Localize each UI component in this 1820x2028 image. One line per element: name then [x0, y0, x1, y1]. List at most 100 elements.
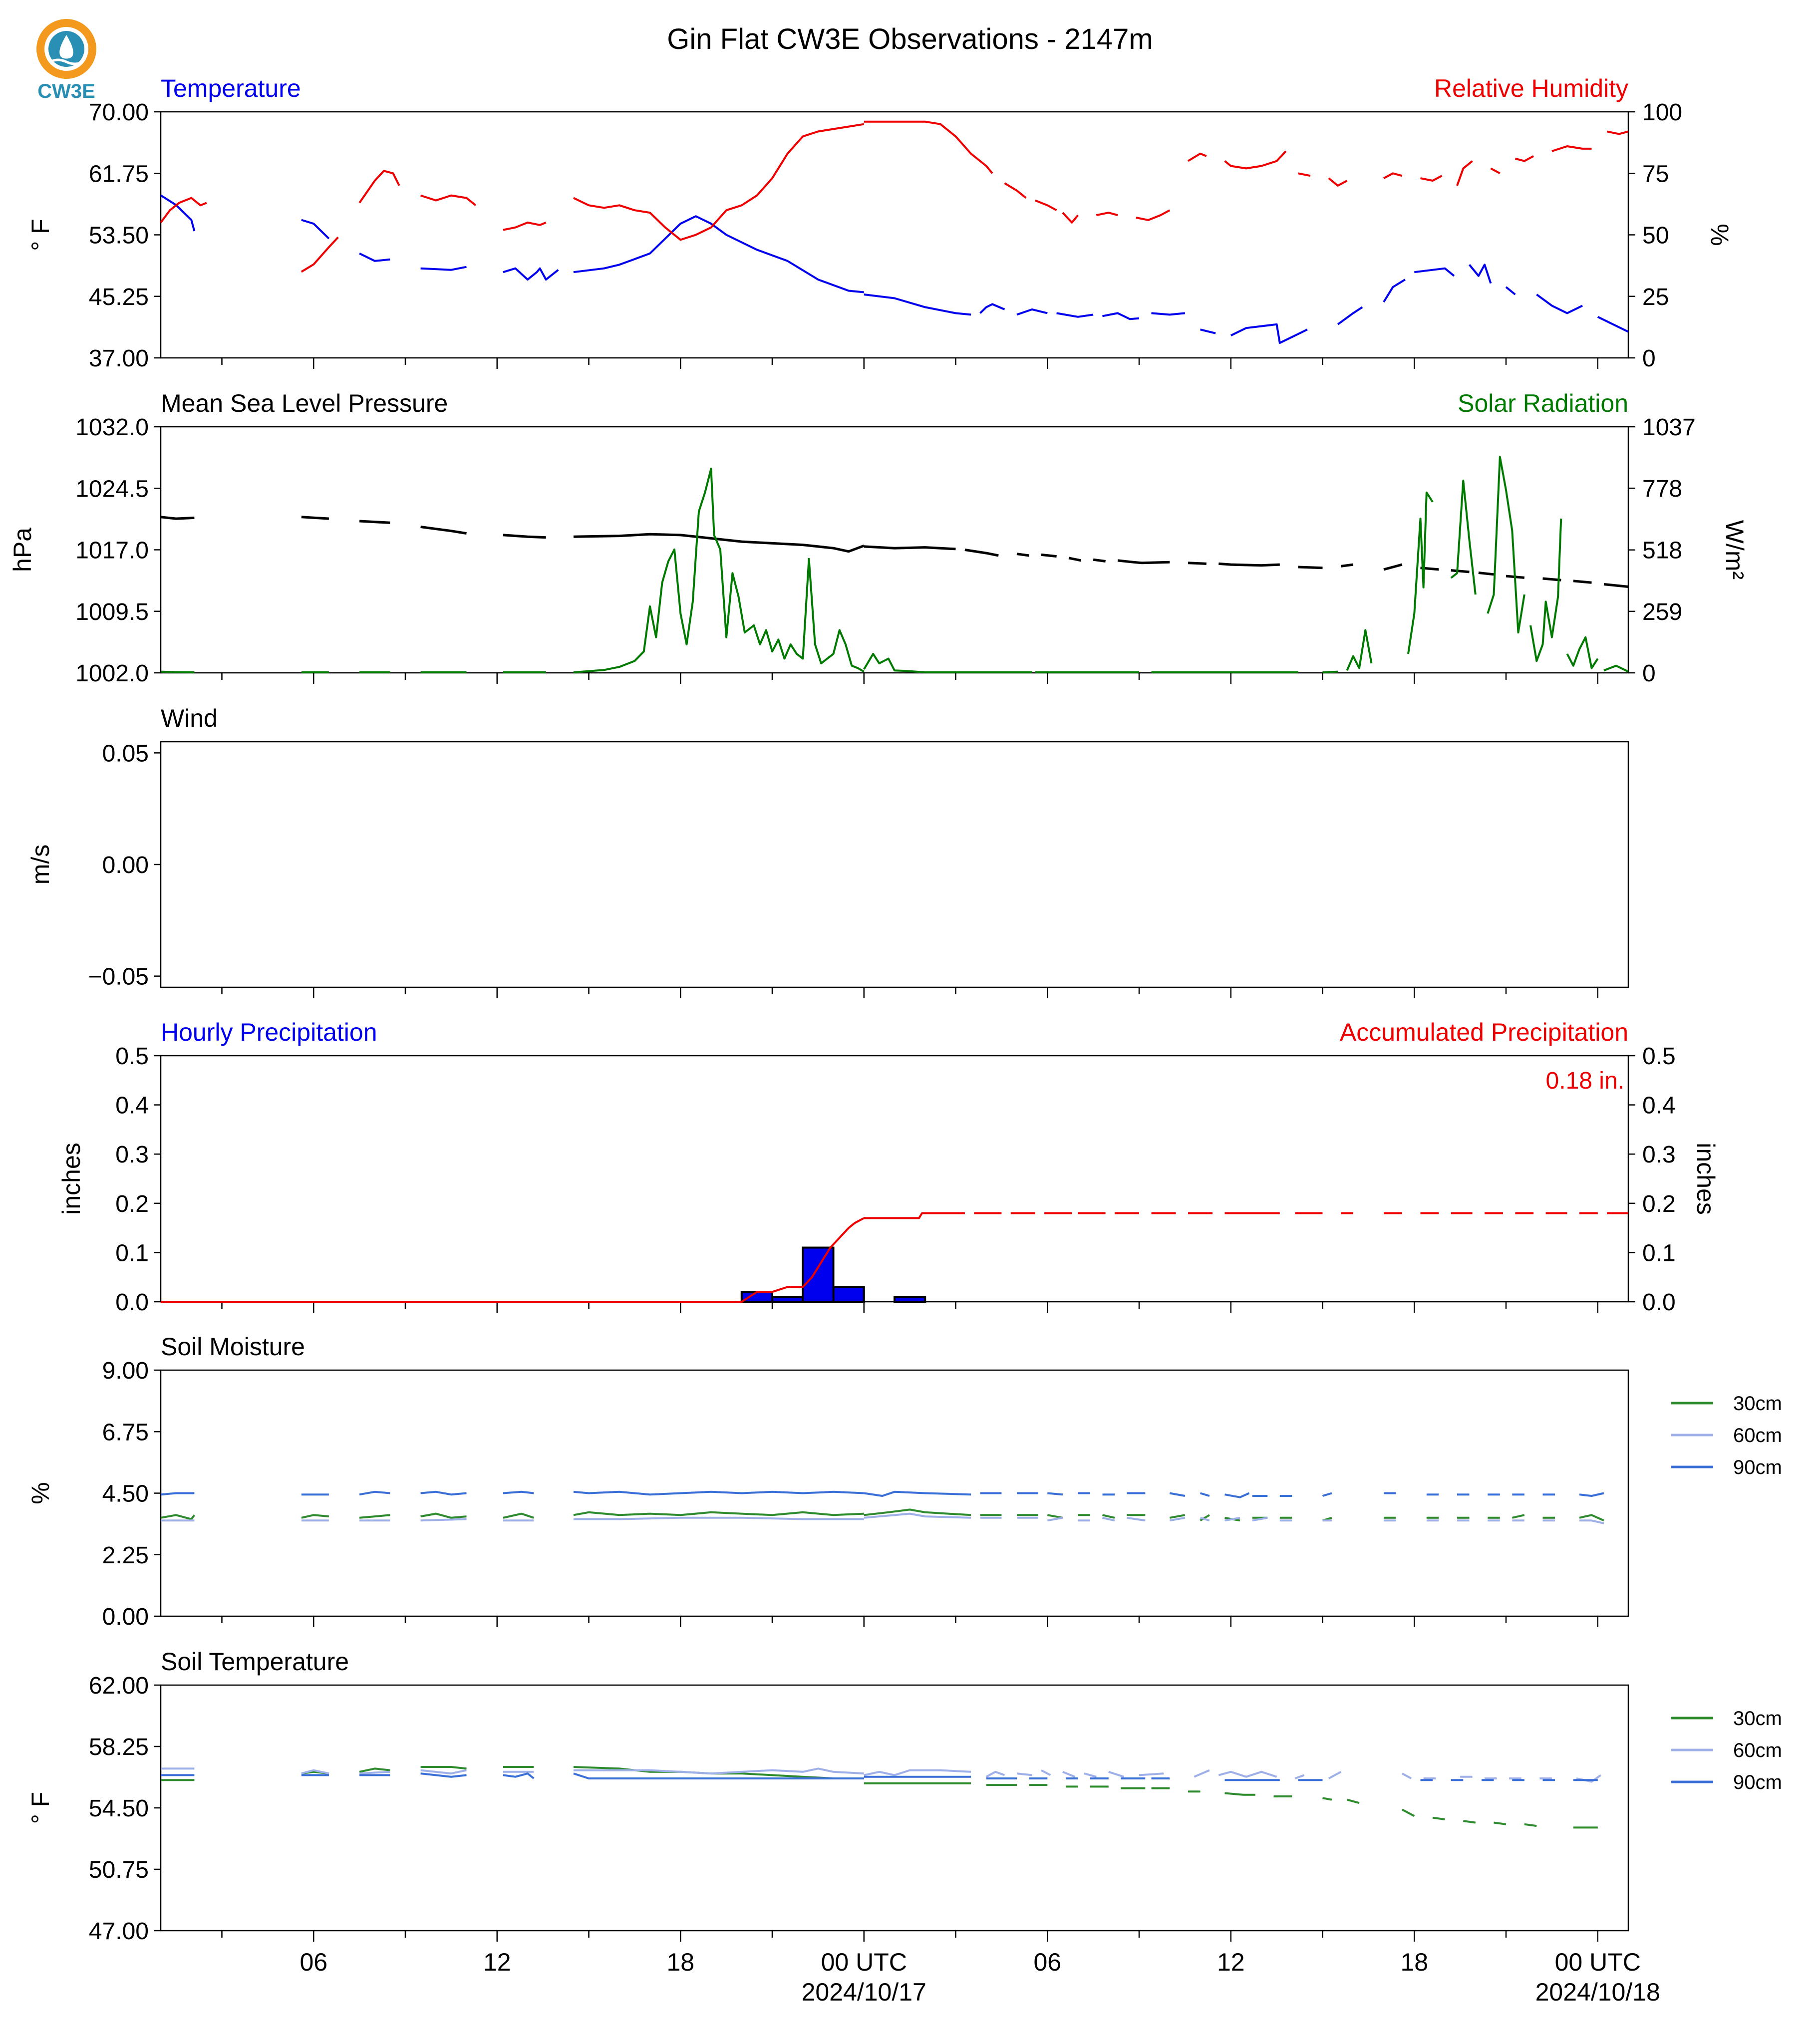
series-temperature-segment: [979, 303, 1005, 314]
series-60cm-segment: [1328, 1771, 1342, 1779]
series-relative-humidity-segment: [301, 237, 339, 273]
panel-wind: Wind −0.05 0.00 0.05 m/s: [26, 704, 1629, 998]
series-60cm-segment: [1139, 1772, 1164, 1776]
series-solar-radiation-segment: [1487, 456, 1525, 634]
series-90cm-segment: [1047, 1492, 1063, 1496]
y-left-tick-label: 0.00: [102, 852, 149, 878]
series-relative-humidity-segment: [573, 123, 865, 241]
series-60cm-segment: [1294, 1774, 1305, 1779]
series-solar-radiation-segment: [1566, 636, 1599, 669]
x-tick-label: 12: [1217, 1948, 1245, 1976]
panel-title-left: Temperature: [161, 74, 301, 102]
y-left-axis-label: hPa: [8, 528, 36, 572]
y-right-axis-label: W/m²: [1721, 520, 1749, 579]
x-tick-label: 12: [483, 1948, 511, 1976]
y-left-tick-label: 61.75: [89, 161, 149, 187]
series-relative-humidity-segment: [1383, 172, 1403, 179]
series-90cm-segment: [1322, 1492, 1332, 1497]
precip-bar-1: [771, 1296, 804, 1303]
accumulated-total-label: 0.18 in.: [1546, 1068, 1624, 1094]
series-solar-radiation-segment: [1407, 491, 1434, 654]
y-right-tick-label: 518: [1642, 538, 1682, 564]
x-tick-label: 18: [666, 1948, 694, 1976]
series-relative-humidity-segment: [1456, 160, 1473, 186]
y-left-axis-label: ° F: [26, 219, 54, 251]
series-30cm-segment: [573, 1511, 864, 1516]
series-30cm-segment: [1224, 1792, 1255, 1796]
plot-frame: [160, 1684, 1629, 1932]
logo-text: CW3E: [37, 80, 95, 102]
series-60cm-segment: [573, 1516, 864, 1520]
y-left-tick-label: 1024.5: [75, 476, 149, 502]
series-relative-humidity-segment: [1096, 212, 1118, 217]
legend-label-60cm: 60cm: [1733, 1739, 1782, 1761]
series-30cm-segment: [1346, 1798, 1360, 1804]
series-90cm-segment: [420, 1772, 467, 1778]
series-temperature-segment: [1468, 264, 1492, 284]
y-left-tick-label: 62.00: [89, 1673, 149, 1699]
series-relative-humidity-segment: [1420, 175, 1443, 182]
logo-drop-icon: [59, 35, 73, 59]
y-right-tick-label: 0.3: [1642, 1142, 1676, 1168]
series-relative-humidity-segment: [503, 221, 547, 231]
series-60cm-segment: [1062, 1770, 1076, 1778]
y-left-axis-label: ° F: [26, 1792, 54, 1824]
series-accumulated-precipitation-segment: [161, 1217, 865, 1303]
panel-temp_rh: Temperature Relative Humidity 37.00 45.25 53…: [26, 74, 1734, 372]
series-60cm-segment: [1218, 1770, 1277, 1778]
series-temperature-segment: [1536, 293, 1583, 314]
y-left-tick-label: 47.00: [89, 1918, 149, 1945]
series-30cm-segment: [1401, 1808, 1415, 1817]
series-60cm-segment: [1016, 1772, 1032, 1776]
series-60cm-segment: [573, 1767, 864, 1775]
series-90cm-segment: [1224, 1492, 1250, 1498]
series-relative-humidity-segment: [358, 170, 400, 204]
panel-title-left: Hourly Precipitation: [161, 1018, 377, 1046]
series-mean-sea-level-pressure-segment: [1478, 572, 1494, 576]
series-60cm-segment: [359, 1770, 390, 1775]
series-30cm-segment: [1579, 1514, 1604, 1522]
series-30cm-segment: [1494, 1821, 1507, 1825]
series-30cm-segment: [1169, 1514, 1186, 1519]
series-mean-sea-level-pressure-segment: [301, 516, 329, 520]
y-left-tick-label: 0.00: [102, 1604, 149, 1630]
series-90cm-segment: [160, 1492, 195, 1496]
series-60cm-segment: [1252, 1516, 1268, 1522]
series-60cm-segment: [1108, 1770, 1125, 1778]
series-mean-sea-level-pressure-segment: [1041, 553, 1057, 558]
y-left-tick-label: 1017.0: [75, 538, 149, 564]
y-right-axis-label: inches: [1692, 1143, 1720, 1215]
precip-bar-2: [802, 1246, 835, 1303]
series-mean-sea-level-pressure-segment: [1451, 569, 1470, 574]
series-90cm-segment: [420, 1490, 467, 1496]
series-temperature-segment: [1505, 286, 1516, 295]
y-right-tick-label: 0: [1642, 345, 1656, 372]
series-relative-humidity-segment: [1606, 130, 1629, 135]
series-relative-humidity-segment: [1490, 167, 1501, 175]
y-right-tick-label: 0: [1642, 660, 1656, 687]
y-right-tick-label: 0.5: [1642, 1043, 1676, 1070]
y-left-tick-label: 6.75: [102, 1419, 149, 1446]
y-left-tick-label: 0.3: [115, 1142, 149, 1168]
series-30cm-segment: [503, 1512, 534, 1519]
series-mean-sea-level-pressure-segment: [1383, 563, 1403, 571]
series-relative-humidity-segment: [1136, 209, 1171, 221]
panel-title-left: Soil Temperature: [161, 1648, 349, 1676]
series-mean-sea-level-pressure-segment: [1016, 553, 1029, 557]
y-left-tick-label: 1032.0: [75, 414, 149, 441]
series-mean-sea-level-pressure-segment: [1117, 559, 1170, 565]
plot-frame: [160, 111, 1629, 359]
series-60cm-segment: [1041, 1769, 1051, 1776]
x-tick-date-label: 2024/10/17: [802, 1978, 926, 2006]
series-solar-radiation-segment: [863, 653, 925, 673]
y-right-tick-label: 259: [1642, 599, 1682, 625]
y-left-tick-label: 37.00: [89, 345, 149, 372]
y-left-tick-label: 0.0: [115, 1289, 149, 1316]
legend-label-90cm: 90cm: [1733, 1771, 1782, 1793]
series-60cm-segment: [864, 1769, 971, 1776]
series-30cm-segment: [1102, 1514, 1115, 1519]
series-temperature-segment: [420, 266, 467, 271]
plot-frame: [160, 426, 1629, 674]
y-left-tick-label: 70.00: [89, 99, 149, 126]
y-right-tick-label: 0.2: [1642, 1191, 1676, 1217]
